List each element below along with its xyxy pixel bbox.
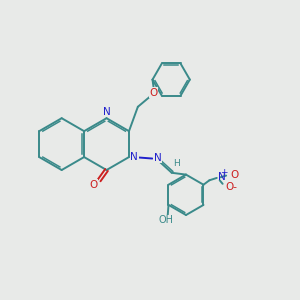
- Text: O: O: [89, 180, 98, 190]
- Text: OH: OH: [158, 215, 173, 226]
- Text: -: -: [232, 182, 236, 192]
- Text: H: H: [173, 159, 180, 168]
- Text: O: O: [225, 182, 233, 192]
- Text: N: N: [154, 153, 161, 163]
- Text: O: O: [149, 88, 157, 98]
- Text: O: O: [230, 170, 238, 180]
- Text: +: +: [220, 168, 227, 177]
- Text: N: N: [103, 107, 110, 117]
- Text: N: N: [218, 172, 226, 182]
- Text: N: N: [130, 152, 138, 162]
